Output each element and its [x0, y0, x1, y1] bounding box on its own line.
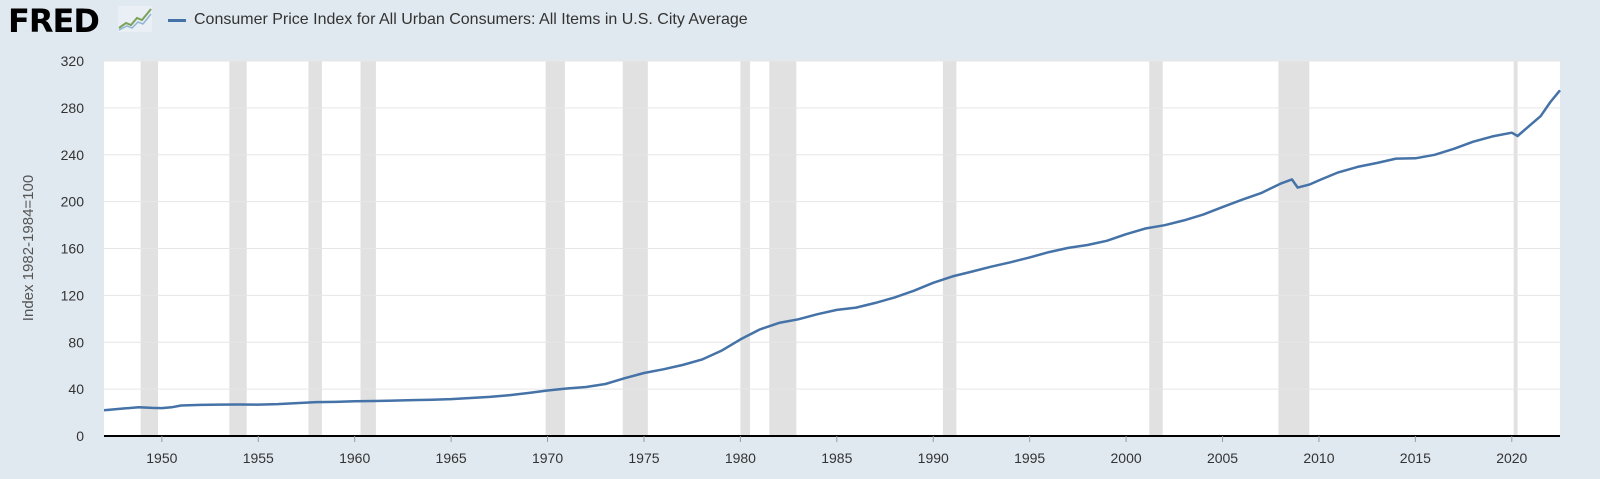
x-tick-label-1965: 1965	[436, 450, 467, 466]
y-tick-label-80: 80	[68, 334, 84, 350]
chart-header: FRED Consumer Price Index for All Urban …	[0, 0, 1600, 44]
series-layer	[103, 89, 1561, 412]
x-tick-label-1985: 1985	[821, 450, 852, 466]
y-tick-labels: 0 40 80 120 160 200 240 280 320	[61, 53, 85, 444]
y-tick-label-320: 320	[61, 53, 85, 69]
x-tick-label-1980: 1980	[725, 450, 756, 466]
x-tick-label-1955: 1955	[243, 450, 274, 466]
y-tick-label-200: 200	[61, 194, 85, 210]
x-tick-label-1950: 1950	[146, 450, 177, 466]
x-tick-labels: 1950 1955 1960 1965 1970 1975 1980 1985 1990 1995…	[146, 436, 1528, 466]
trend-line-icon	[118, 6, 152, 32]
x-tick-label-1960: 1960	[339, 450, 370, 466]
x-tick-label-2010: 2010	[1303, 450, 1334, 466]
legend-series-swatch	[168, 19, 186, 22]
x-tick-label-1990: 1990	[918, 450, 949, 466]
grid-lines	[104, 60, 1560, 390]
x-tick-label-2000: 2000	[1111, 450, 1142, 466]
x-tick-label-2020: 2020	[1496, 450, 1527, 466]
y-tick-label-240: 240	[61, 147, 85, 163]
y-tick-label-120: 120	[61, 287, 85, 303]
y-tick-label-0: 0	[76, 428, 84, 444]
fred-logo[interactable]: FRED	[8, 2, 100, 40]
x-tick-label-2005: 2005	[1207, 450, 1238, 466]
x-tick-label-2015: 2015	[1400, 450, 1431, 466]
y-tick-label-160: 160	[61, 241, 85, 257]
x-tick-label-1970: 1970	[532, 450, 563, 466]
legend-series-label[interactable]: Consumer Price Index for All Urban Consu…	[194, 11, 748, 28]
x-tick-label-1975: 1975	[628, 450, 659, 466]
y-tick-label-40: 40	[68, 381, 84, 397]
x-tick-label-1995: 1995	[1014, 450, 1045, 466]
y-axis-title: Index 1982-1984=100	[20, 175, 37, 321]
series-line-cpi[interactable]	[103, 89, 1561, 412]
y-tick-label-280: 280	[61, 100, 85, 116]
